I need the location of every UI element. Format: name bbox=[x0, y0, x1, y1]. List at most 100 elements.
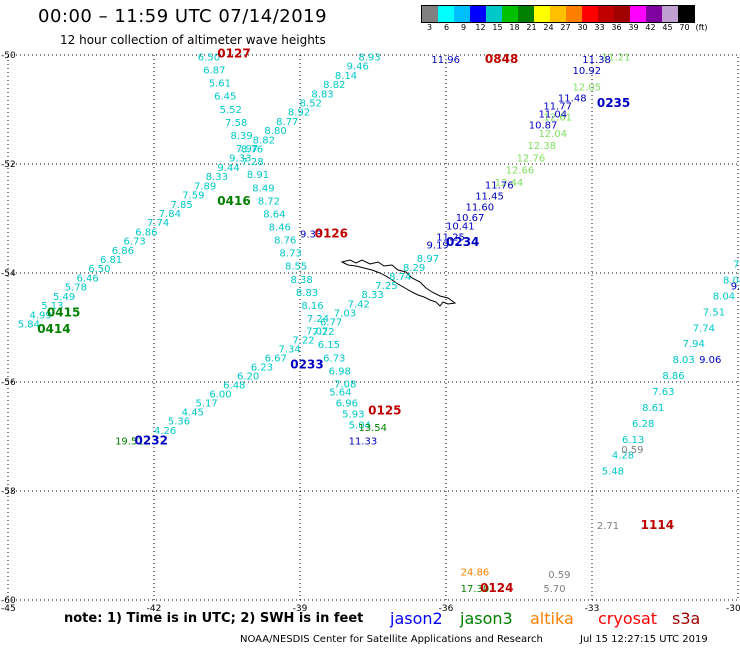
legend-label: 27 bbox=[560, 23, 571, 32]
legend-swatch bbox=[518, 6, 534, 22]
legend-swatch bbox=[454, 6, 470, 22]
wave-height-value: 7.89 bbox=[194, 181, 216, 192]
wave-height-value: 8.73 bbox=[280, 249, 302, 260]
wave-height-value: 6.23 bbox=[251, 363, 273, 374]
wave-height-value: 11.45 bbox=[475, 191, 504, 202]
pass-time-label: 0125 bbox=[368, 404, 401, 418]
footer-note: note: 1) Time is in UTC; 2) SWH is in fe… bbox=[64, 611, 364, 626]
wave-height-value: 6.46 bbox=[76, 273, 98, 284]
legend-label: 21 bbox=[526, 23, 537, 32]
pass-labels: 0235 0234 0233 0232 0416 0415 0414 0127 0126 0125… bbox=[37, 47, 674, 595]
wave-height-value: 7.74 bbox=[693, 323, 715, 334]
wave-height-value: 8.83 bbox=[296, 288, 318, 299]
legend-swatch bbox=[438, 6, 454, 22]
color-scale-legend bbox=[421, 5, 695, 23]
wave-height-value: 8.16 bbox=[301, 301, 323, 312]
wave-height-value: 2.71 bbox=[597, 521, 619, 532]
legend-label: 33 bbox=[594, 23, 605, 32]
wave-height-value: 12.76 bbox=[517, 153, 546, 164]
legend-label: 30 bbox=[577, 23, 588, 32]
wave-height-value: 8.04 bbox=[723, 275, 740, 286]
wave-height-value: 9.19 bbox=[427, 240, 449, 251]
wave-height-value: 7.34 bbox=[278, 344, 300, 355]
wave-height-value: 6.28 bbox=[632, 419, 654, 430]
legend-swatch bbox=[630, 6, 646, 22]
wave-height-value: 10.67 bbox=[456, 213, 485, 224]
wave-height-value: 5.17 bbox=[195, 399, 217, 410]
page-subtitle: 12 hour collection of altimeter wave hei… bbox=[60, 33, 326, 47]
pass-time-label: 0124 bbox=[480, 581, 513, 595]
legend-swatch bbox=[486, 6, 502, 22]
legend-swatch bbox=[470, 6, 486, 22]
wave-height-value: 7.08 bbox=[334, 379, 356, 390]
wave-height-value: 12.38 bbox=[528, 141, 557, 152]
wave-height-value: 7.28 bbox=[241, 157, 263, 168]
wave-height-value: 8.04 bbox=[713, 291, 735, 302]
wave-height-value: 6.98 bbox=[329, 366, 351, 377]
map-grid: -42 -39 -36 -33 -50 -52 -54 -56 -58 -60-45 -30 bbox=[1, 51, 740, 614]
wave-height-value: 8.52 bbox=[300, 98, 322, 109]
wave-height-value: 8.72 bbox=[258, 196, 280, 207]
wave-height-value: 7.22 bbox=[292, 335, 314, 346]
wave-height-value: 8.93 bbox=[358, 52, 380, 63]
wave-height-value: 12.05 bbox=[573, 82, 602, 93]
wave-height-value: 7.59 bbox=[182, 191, 204, 202]
wave-height-value: 17.30 bbox=[461, 584, 490, 595]
wave-height-value: 11.38 bbox=[582, 55, 611, 66]
generated-timestamp: Jul 15 12:27:15 UTC 2019 bbox=[580, 634, 708, 645]
wave-height-value: 6.81 bbox=[100, 255, 122, 266]
wave-height-value: 4.28 bbox=[612, 451, 634, 462]
wave-height-value: 7.42 bbox=[348, 299, 370, 310]
wave-height-value: 7.84 bbox=[159, 209, 181, 220]
legend-label: 6 bbox=[443, 23, 450, 32]
wave-height-value: 11.25 bbox=[436, 232, 465, 243]
wave-height-value: 8.64 bbox=[263, 209, 285, 220]
legend-swatch bbox=[646, 6, 662, 22]
wave-height-value: 6.86 bbox=[135, 227, 157, 238]
wave-height-value: 8.14 bbox=[335, 71, 357, 82]
wave-height-value: 7.63 bbox=[652, 387, 674, 398]
wave-height-value: 8.61 bbox=[642, 403, 664, 414]
wave-height-value: 5.64 bbox=[329, 388, 351, 399]
legend-swatch bbox=[598, 6, 614, 22]
legend-swatch bbox=[422, 6, 438, 22]
wave-height-value: 11.96 bbox=[431, 55, 460, 66]
wave-height-value: 7.07 bbox=[306, 326, 328, 337]
pass-time-label: 0234 bbox=[446, 235, 479, 249]
south-georgia-coastline bbox=[340, 259, 457, 307]
wave-height-value: 5.13 bbox=[41, 301, 63, 312]
page-title: 00:00 – 11:59 UTC 07/14/2019 bbox=[38, 6, 328, 27]
satellite-name: altika bbox=[530, 609, 574, 628]
wave-height-value: 6.48 bbox=[223, 381, 245, 392]
legend-swatch bbox=[502, 6, 518, 22]
wave-height-value: 12.66 bbox=[506, 166, 535, 177]
lon-corner-label-left: -45 bbox=[1, 604, 16, 614]
wave-height-value: 5.04 bbox=[349, 420, 371, 431]
wave-height-value: 11.60 bbox=[465, 202, 494, 213]
legend-label: 45 bbox=[662, 23, 673, 32]
wave-height-value: 9.44 bbox=[217, 163, 239, 174]
wave-height-value: 10.92 bbox=[573, 66, 602, 77]
lat-tick-label: -56 bbox=[1, 378, 16, 388]
lat-tick-label: -60 bbox=[1, 596, 16, 606]
wave-height-value: 8.49 bbox=[252, 183, 274, 194]
legend-swatch bbox=[662, 6, 678, 22]
wave-height-value: 8.80 bbox=[264, 126, 286, 137]
wave-height-value: 8.82 bbox=[323, 80, 345, 91]
lat-tick-label: -52 bbox=[1, 160, 16, 170]
wave-height-value: 8.39 bbox=[231, 131, 253, 142]
legend-label: (ft) bbox=[695, 23, 708, 32]
legend-swatch bbox=[534, 6, 550, 22]
pass-time-label: 0232 bbox=[135, 434, 168, 448]
legend-label: 9 bbox=[460, 23, 467, 32]
wave-height-value: 6.20 bbox=[237, 372, 259, 383]
wave-height-value: 7.96 bbox=[733, 260, 740, 271]
pass-time-label: 0416 bbox=[217, 194, 250, 208]
wave-height-value: 8.83 bbox=[311, 89, 333, 100]
wave-height-value: 8.55 bbox=[285, 262, 307, 273]
wave-height-value: 8.77 bbox=[276, 117, 298, 128]
satellite-name: jason2 bbox=[390, 609, 443, 628]
wave-height-value: 6.50 bbox=[198, 52, 220, 63]
